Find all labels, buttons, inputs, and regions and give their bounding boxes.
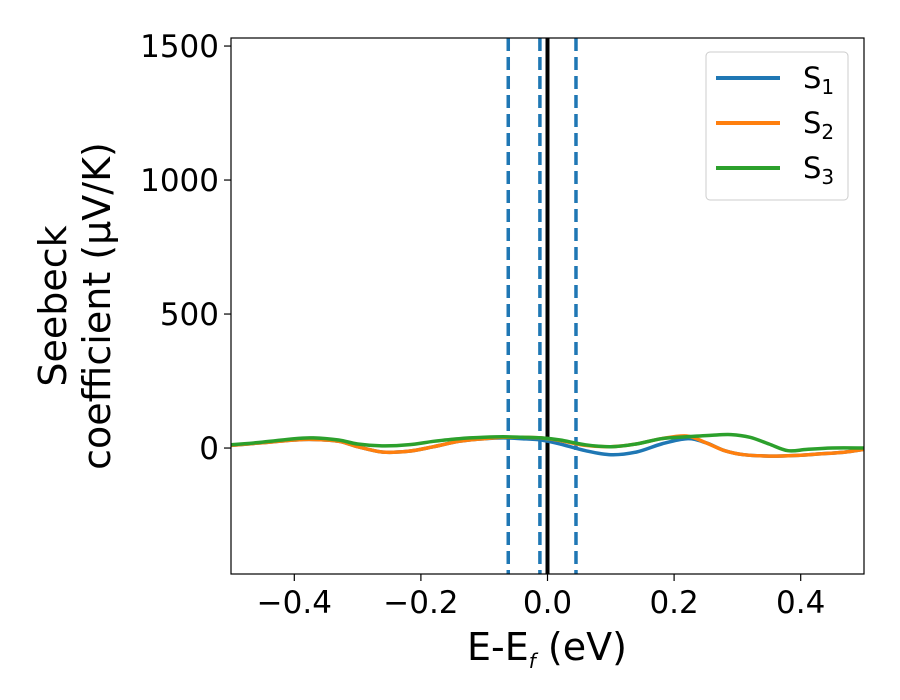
y-axis-title-line2: coefficient (μV/K) [75, 142, 119, 470]
x-tick-label: −0.4 [257, 585, 332, 621]
x-tick-label: 0.4 [776, 585, 825, 621]
x-tick-label: −0.2 [383, 585, 458, 621]
y-tick-label: 1500 [140, 29, 219, 65]
legend-label-S2: S2 [803, 106, 834, 144]
legend-box [705, 51, 849, 201]
x-tick-label: 0.0 [523, 585, 572, 621]
y-tick-label: 0 [199, 431, 219, 467]
x-tick-label: 0.2 [649, 585, 698, 621]
y-axis-ticks: 0 500 1000 1500 [140, 29, 231, 467]
vertical-lines [506, 38, 578, 574]
y-tick-label: 1000 [140, 163, 219, 199]
series-line-S3 [231, 432, 864, 453]
y-axis-title: Seebeck coefficient (μV/K) [31, 142, 119, 470]
x-axis-title: E-Ef (eV) [467, 625, 627, 673]
x-axis-ticks: −0.4 −0.2 0.0 0.2 0.4 [257, 574, 825, 621]
legend: S1 S2 S3 [705, 51, 849, 201]
series-lines [231, 432, 864, 458]
y-axis-title-line1: Seebeck [31, 225, 75, 386]
legend-label-S1: S1 [803, 61, 834, 99]
y-tick-label: 500 [160, 297, 219, 333]
legend-label-S3: S3 [803, 151, 834, 189]
